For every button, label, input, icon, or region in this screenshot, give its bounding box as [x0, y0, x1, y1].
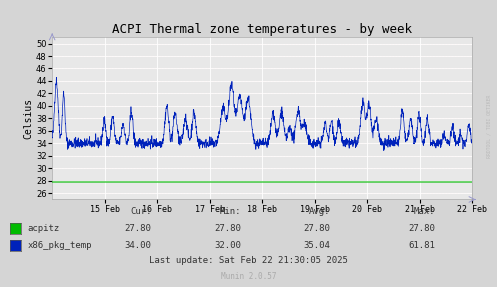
Text: acpitz: acpitz — [27, 224, 60, 233]
Text: 27.80: 27.80 — [125, 224, 152, 233]
Text: 27.80: 27.80 — [408, 224, 435, 233]
Text: 61.81: 61.81 — [408, 241, 435, 250]
Y-axis label: Celsius: Celsius — [23, 98, 33, 139]
Text: x86_pkg_temp: x86_pkg_temp — [27, 241, 92, 250]
Text: Min:: Min: — [220, 207, 241, 216]
Text: 32.00: 32.00 — [214, 241, 241, 250]
Text: 27.80: 27.80 — [304, 224, 331, 233]
Title: ACPI Thermal zone temperatures - by week: ACPI Thermal zone temperatures - by week — [112, 23, 412, 36]
Text: 27.80: 27.80 — [214, 224, 241, 233]
Text: Avg:: Avg: — [309, 207, 331, 216]
Text: Munin 2.0.57: Munin 2.0.57 — [221, 272, 276, 281]
Text: 34.00: 34.00 — [125, 241, 152, 250]
Text: Last update: Sat Feb 22 21:30:05 2025: Last update: Sat Feb 22 21:30:05 2025 — [149, 257, 348, 265]
Text: Max:: Max: — [414, 207, 435, 216]
Text: RRDTOOL / TOBI OETIKER: RRDTOOL / TOBI OETIKER — [486, 95, 491, 158]
Text: 35.04: 35.04 — [304, 241, 331, 250]
Text: Cur:: Cur: — [130, 207, 152, 216]
